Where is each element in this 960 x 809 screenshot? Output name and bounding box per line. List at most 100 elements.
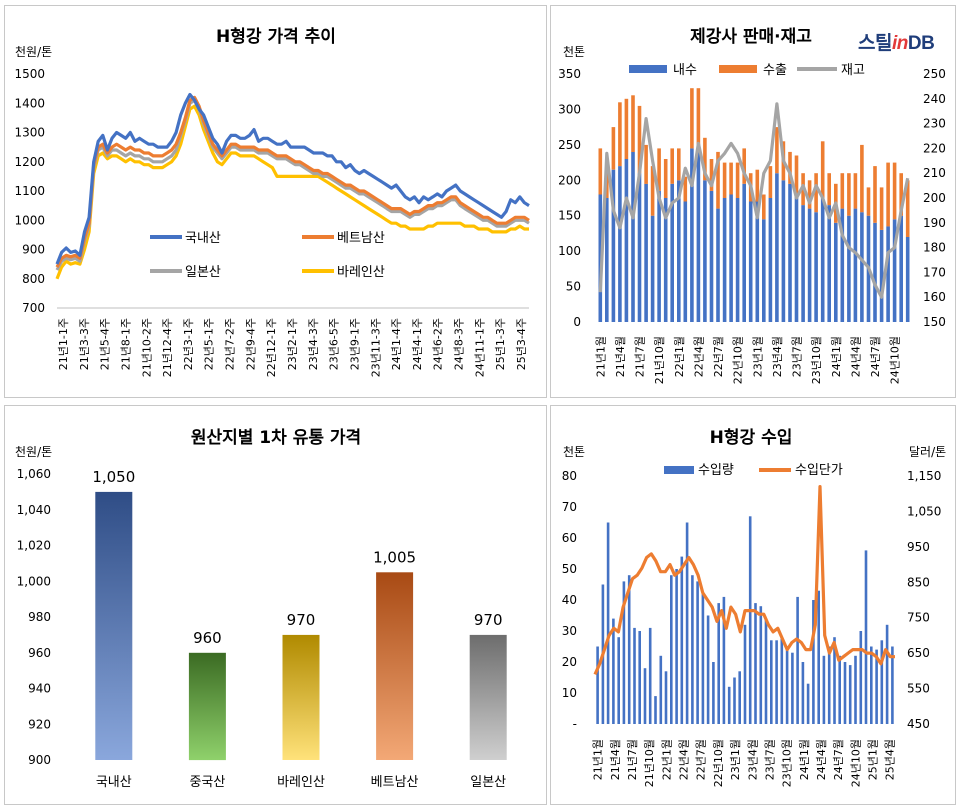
bar-import-volume — [743, 624, 747, 724]
bar-domestic — [735, 198, 740, 322]
bar-import-volume — [854, 655, 857, 724]
x-tick-label: 24년7월 — [869, 336, 882, 377]
bar-domestic — [762, 219, 766, 322]
bar-domestic — [605, 198, 609, 322]
x-tick-label: 21년5-4주 — [99, 318, 112, 370]
bar-domestic — [709, 190, 714, 322]
x-tick-label: 24년11-1주 — [473, 318, 486, 377]
y-tick-label: 920 — [28, 717, 51, 731]
x-tick-label: 23년1월 — [729, 739, 742, 780]
bar-import-volume — [780, 637, 784, 724]
bar-import-volume — [701, 593, 705, 724]
y-tick-label-right: 950 — [907, 540, 930, 554]
bar-import-volume — [643, 668, 647, 724]
bar-import-volume — [864, 550, 868, 724]
bar-domestic — [820, 198, 825, 322]
y-tick-label-right: 200 — [923, 191, 946, 205]
bar-domestic — [853, 208, 858, 322]
x-tick-label: 22년10월 — [732, 336, 745, 384]
x-tick-label: 23년10월 — [810, 336, 823, 384]
y-tick-label-right: 220 — [923, 141, 946, 155]
series-line-import-price — [593, 484, 895, 676]
x-tick-label: 24년4-1주 — [411, 318, 424, 370]
x-tick-label: 23년1월 — [751, 336, 764, 377]
y-tick-label: 700 — [22, 301, 45, 315]
bar-import-volume — [870, 646, 873, 724]
y-tick-label: 1,040 — [17, 503, 51, 517]
bar-import-volume — [875, 649, 878, 724]
bar-import-volume — [712, 662, 715, 724]
legend-label: 내수 — [673, 63, 697, 78]
y-tick-label-left: 350 — [558, 67, 581, 81]
bar-domestic — [879, 229, 884, 322]
bar-export — [729, 162, 733, 195]
y-tick-label-left: 0 — [573, 315, 581, 329]
y-tick-label: 1100 — [14, 184, 45, 198]
y-tick-label: 1,060 — [17, 467, 51, 481]
bar-import-volume — [706, 615, 710, 724]
bar-export — [794, 155, 799, 195]
y-tick-label-left: 60 — [562, 531, 577, 545]
x-tick-label: 25년1-3주 — [494, 318, 507, 370]
bar-export — [860, 144, 864, 213]
chart-title: 제강사 판매·재고 — [690, 27, 812, 47]
bar-export — [618, 102, 622, 167]
x-tick-label: 22년4월 — [678, 739, 691, 780]
bar-domestic — [677, 180, 681, 322]
bar-import-volume — [796, 596, 799, 724]
bar-import-volume — [748, 516, 752, 724]
bar-import-volume — [659, 655, 663, 724]
logo-text-in: in — [891, 33, 908, 54]
x-category-label: 국내산 — [96, 775, 132, 790]
bar-domestic — [657, 190, 661, 322]
bar-domestic — [611, 169, 616, 322]
data-label: 970 — [474, 611, 503, 629]
bar-export — [762, 194, 766, 220]
y-tick-label: 1,020 — [17, 539, 51, 553]
x-tick-label: 23년4-3주 — [307, 318, 320, 370]
x-tick-label: 23년2-1주 — [286, 318, 299, 370]
bar-domestic — [794, 194, 799, 322]
x-tick-label: 21년4월 — [609, 739, 622, 780]
x-tick-label: 24년1월 — [798, 739, 811, 780]
y-tick-label-right: 170 — [923, 265, 946, 279]
y-tick-label-left: 150 — [558, 209, 581, 223]
y-axis-unit-left: 천톤 — [563, 44, 585, 59]
bar-export — [775, 127, 779, 174]
bar-import-volume — [622, 581, 626, 724]
logo-text: 스틸 — [858, 33, 892, 54]
bar-import-volume — [833, 637, 836, 724]
bar-export — [814, 173, 818, 213]
bar-export — [696, 88, 701, 145]
y-axis-unit-right: 달러/톤 — [909, 445, 946, 459]
data-label: 1,050 — [92, 468, 135, 486]
bar-domestic — [892, 219, 897, 322]
bar-import-volume — [806, 683, 810, 724]
y-tick-label-left: 250 — [558, 138, 581, 152]
bar-domestic — [742, 183, 746, 322]
legend-label: 재고 — [841, 63, 865, 78]
bar-export — [847, 173, 851, 216]
bar-import-volume — [791, 652, 794, 724]
origin-price-panel: 원산지별 1차 유통 가격 천원/톤 900 920 940 960 980 1,000 1,0… — [4, 405, 547, 805]
bar-import-volume — [633, 627, 636, 724]
bar-domestic — [847, 215, 851, 322]
bar-import-volume — [848, 665, 852, 724]
x-tick-label: 21년1월 — [594, 336, 607, 377]
bar-바레인산 — [282, 634, 320, 760]
bar-domestic — [637, 173, 642, 322]
x-tick-label: 21년8-1주 — [119, 318, 132, 370]
bar-domestic — [755, 201, 760, 322]
y-tick-label-right: 240 — [923, 92, 946, 106]
y-tick-label-left: 50 — [562, 562, 577, 576]
bar-export — [663, 159, 668, 198]
y-tick-label-right: 450 — [907, 717, 930, 731]
data-label: 960 — [193, 629, 222, 647]
bar-export — [650, 166, 655, 216]
x-tick-label: 24년7월 — [832, 739, 845, 780]
x-tick-label: 21년7월 — [634, 336, 647, 377]
bar-export — [853, 173, 858, 209]
x-tick-label: 22년9-4주 — [244, 318, 257, 370]
bar-export — [886, 162, 890, 227]
x-tick-label: 21년4월 — [614, 336, 627, 377]
